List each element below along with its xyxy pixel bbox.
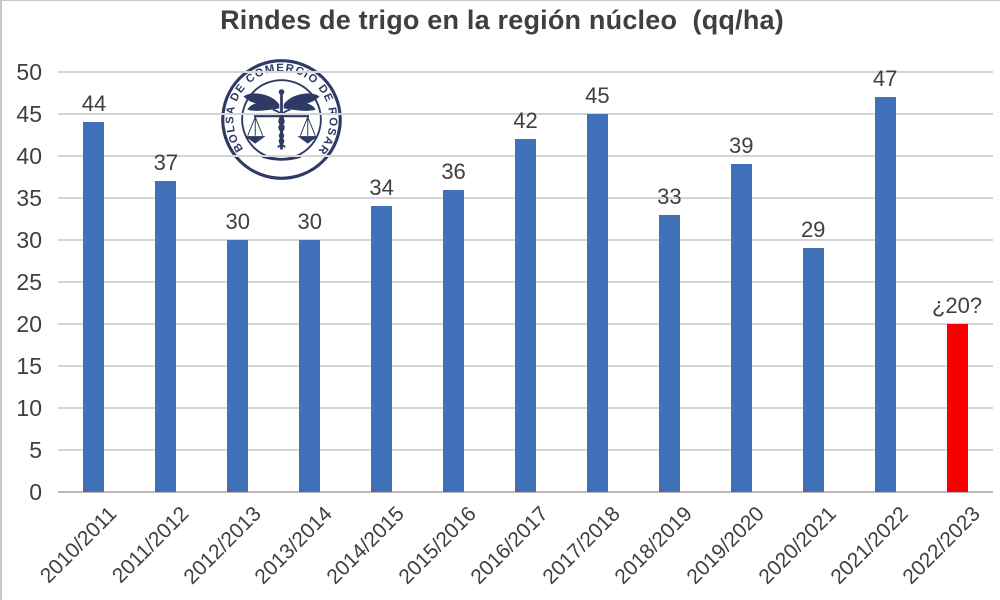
bar-value-label: ¿20? bbox=[931, 293, 983, 318]
y-axis-tick-label: 50 bbox=[16, 59, 42, 85]
bar-2010-2011 bbox=[83, 122, 105, 492]
bar-2012-2013 bbox=[227, 240, 249, 492]
bar-2018-2019 bbox=[658, 214, 680, 492]
bar-2019-2020 bbox=[730, 164, 752, 492]
y-axis-tick-label: 20 bbox=[16, 311, 42, 337]
gridline bbox=[58, 71, 993, 73]
seal-bottom-arc bbox=[261, 156, 302, 161]
caduceus-snakes bbox=[272, 108, 291, 148]
scale-chains bbox=[247, 116, 316, 136]
bar-value-label: 36 bbox=[441, 158, 466, 184]
y-axis-tick-label: 45 bbox=[16, 101, 42, 127]
x-axis-category-label: 2020/2021 bbox=[754, 502, 841, 589]
x-axis-category-label: 2021/2022 bbox=[826, 502, 913, 589]
x-axis-category-label: 2014/2015 bbox=[322, 502, 410, 589]
bar-value-label: 44 bbox=[81, 91, 107, 117]
x-axis-category-label: 2011/2012 bbox=[108, 502, 194, 588]
bolsa-comercio-rosario-seal-icon: BOLSA DE COMERCIO DE ROSARIO bbox=[219, 57, 342, 180]
y-axis-tick-label: 40 bbox=[16, 143, 42, 169]
y-axis-tick-label: 25 bbox=[16, 269, 42, 295]
y-axis-tick-label: 30 bbox=[16, 227, 42, 253]
bar-2022-2023 bbox=[946, 324, 968, 492]
chart-title: Rindes de trigo en la región núcleo (qq/… bbox=[220, 5, 784, 35]
bar-value-label: 37 bbox=[153, 150, 179, 176]
x-axis-category-label: 2019/2020 bbox=[682, 502, 769, 589]
bar-value-label: 45 bbox=[585, 83, 610, 108]
bar-value-label: 39 bbox=[729, 133, 754, 159]
bar-value-label: 42 bbox=[513, 108, 538, 134]
bar-2016-2017 bbox=[515, 139, 536, 492]
x-axis-category-label: 2017/2018 bbox=[538, 502, 625, 589]
bar-2021-2022 bbox=[874, 97, 896, 492]
y-axis-tick-label: 5 bbox=[29, 437, 42, 463]
y-axis-tick-label: 35 bbox=[16, 185, 42, 211]
caduceus-wings bbox=[243, 93, 320, 111]
bar-2013-2014 bbox=[299, 240, 321, 492]
x-axis-category-label: 2016/2017 bbox=[466, 502, 554, 589]
x-axis-line bbox=[58, 491, 993, 493]
y-axis-tick-label: 10 bbox=[16, 395, 42, 421]
bar-value-label: 34 bbox=[369, 175, 394, 201]
caduceus-and-scales-icon bbox=[243, 89, 320, 161]
y-axis-tick-label: 15 bbox=[16, 353, 42, 379]
bar-value-label: 33 bbox=[657, 183, 682, 209]
bar-2014-2015 bbox=[371, 206, 393, 492]
x-axis-category-label: 2015/2016 bbox=[394, 502, 482, 589]
bar-value-label: 29 bbox=[800, 217, 826, 243]
x-axis-category-label: 2010/2011 bbox=[36, 502, 122, 588]
bar-value-label: 30 bbox=[225, 209, 251, 234]
bar-2011-2012 bbox=[155, 181, 177, 492]
bar-value-label: 30 bbox=[297, 209, 322, 234]
gridline bbox=[58, 113, 993, 115]
y-axis-tick-label: 0 bbox=[29, 479, 42, 505]
x-axis-category-label: 2013/2014 bbox=[250, 502, 338, 589]
bar-2020-2021 bbox=[802, 248, 824, 492]
x-axis-category-label: 2018/2019 bbox=[610, 502, 697, 589]
x-axis-category-label: 2022/2023 bbox=[898, 502, 985, 589]
bar-value-label: 47 bbox=[872, 66, 898, 92]
bar-2015-2016 bbox=[443, 189, 465, 492]
scale-pans bbox=[244, 136, 319, 144]
bar-2017-2018 bbox=[586, 114, 608, 492]
x-axis-category-label: 2012/2013 bbox=[178, 502, 266, 589]
